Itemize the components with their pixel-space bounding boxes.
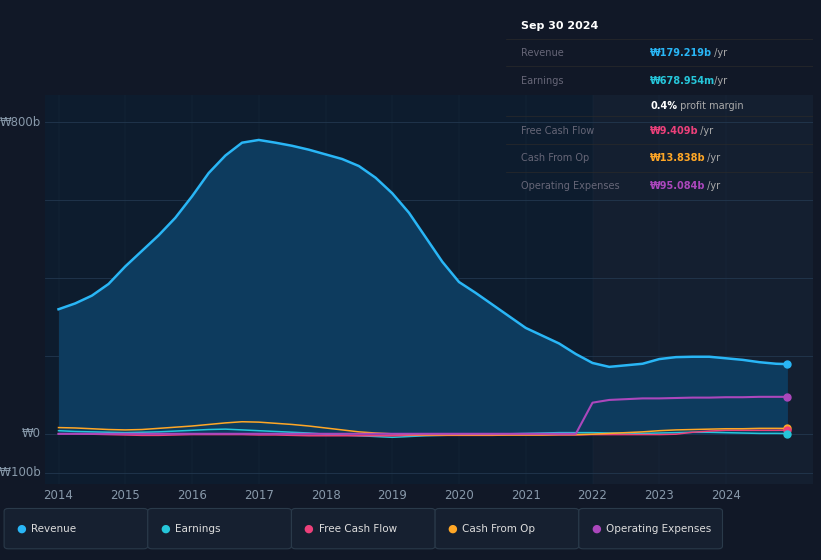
Text: Free Cash Flow: Free Cash Flow: [319, 524, 397, 534]
Text: ₩800b: ₩800b: [0, 116, 41, 129]
Text: Earnings: Earnings: [175, 524, 220, 534]
Text: Cash From Op: Cash From Op: [462, 524, 535, 534]
Text: Earnings: Earnings: [521, 76, 563, 86]
Text: Revenue: Revenue: [31, 524, 76, 534]
Bar: [593, 95, 813, 484]
Text: ₩9.409b: ₩9.409b: [650, 125, 699, 136]
Text: Free Cash Flow: Free Cash Flow: [521, 125, 594, 136]
Text: ●: ●: [591, 524, 601, 534]
Text: ₩179.219b: ₩179.219b: [650, 48, 712, 58]
Text: Operating Expenses: Operating Expenses: [606, 524, 711, 534]
Text: 0.4%: 0.4%: [650, 101, 677, 111]
Text: ₩678.954m: ₩678.954m: [650, 76, 715, 86]
Text: /yr: /yr: [711, 48, 727, 58]
Text: ●: ●: [304, 524, 314, 534]
Text: profit margin: profit margin: [677, 101, 744, 111]
Text: ₩95.084b: ₩95.084b: [650, 181, 705, 191]
Text: ●: ●: [16, 524, 26, 534]
Text: /yr: /yr: [697, 125, 713, 136]
Text: Sep 30 2024: Sep 30 2024: [521, 21, 599, 31]
Text: ₩13.838b: ₩13.838b: [650, 153, 706, 164]
Text: ●: ●: [447, 524, 457, 534]
Text: -₩100b: -₩100b: [0, 466, 41, 479]
Text: /yr: /yr: [711, 76, 727, 86]
Text: /yr: /yr: [704, 181, 720, 191]
Text: Cash From Op: Cash From Op: [521, 153, 589, 164]
Text: Revenue: Revenue: [521, 48, 564, 58]
Text: /yr: /yr: [704, 153, 720, 164]
Text: ●: ●: [160, 524, 170, 534]
Text: ₩0: ₩0: [22, 427, 41, 440]
Text: Operating Expenses: Operating Expenses: [521, 181, 620, 191]
